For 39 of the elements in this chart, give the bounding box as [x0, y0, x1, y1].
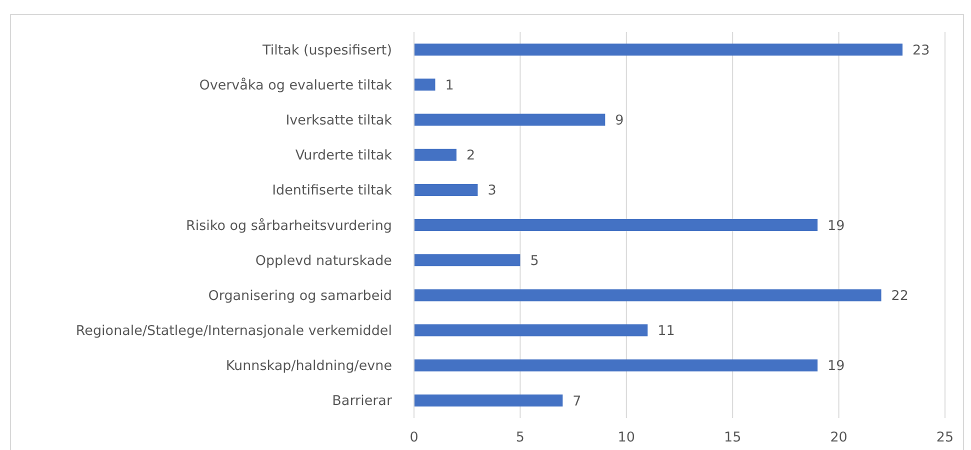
bar — [414, 254, 520, 266]
y-tick-label: Organisering og samarbeid — [208, 288, 392, 304]
y-tick-label: Overvåka og evaluerte tiltak — [199, 77, 392, 94]
data-label: 23 — [912, 42, 930, 58]
bar — [414, 359, 818, 372]
bar — [414, 44, 903, 56]
data-label: 5 — [530, 252, 539, 269]
y-tick-label: Risiko og sårbarheitsvurdering — [186, 218, 392, 234]
data-label: 9 — [615, 112, 624, 129]
y-tick-label: Vurderte tiltak — [295, 148, 392, 164]
data-label: 2 — [466, 148, 476, 164]
data-label: 11 — [658, 323, 675, 340]
data-label: 19 — [828, 218, 845, 234]
data-label: 19 — [828, 358, 845, 374]
data-label: 22 — [891, 288, 908, 304]
y-tick-label: Identifiserte tiltak — [272, 182, 392, 199]
x-tick-label: 0 — [410, 430, 418, 446]
x-tick-label: 20 — [830, 430, 848, 446]
data-label: 3 — [488, 182, 496, 199]
data-label: 7 — [572, 393, 582, 410]
bar — [414, 184, 478, 196]
bar — [414, 78, 436, 91]
y-tick-label: Kunnskap/haldning/evne — [226, 358, 392, 374]
y-tick-label: Iverksatte tiltak — [286, 112, 392, 129]
x-tick-label: 15 — [724, 430, 742, 446]
bar — [414, 394, 563, 406]
x-tick-label: 5 — [516, 430, 524, 446]
bar — [414, 114, 606, 126]
bar — [414, 289, 882, 302]
bar — [414, 148, 456, 161]
x-tick-label: 10 — [618, 430, 635, 446]
bar — [414, 324, 648, 336]
bar — [414, 219, 818, 232]
y-tick-label: Regionale/Statlege/Internasjonale verkemiddel — [76, 323, 392, 340]
data-label: 1 — [445, 77, 454, 94]
y-tick-label: Barrierar — [332, 393, 392, 410]
y-tick-label: Opplevd naturskade — [255, 252, 392, 269]
x-tick-label: 25 — [936, 430, 954, 446]
y-tick-label: Tiltak (uspesifisert) — [262, 42, 392, 58]
